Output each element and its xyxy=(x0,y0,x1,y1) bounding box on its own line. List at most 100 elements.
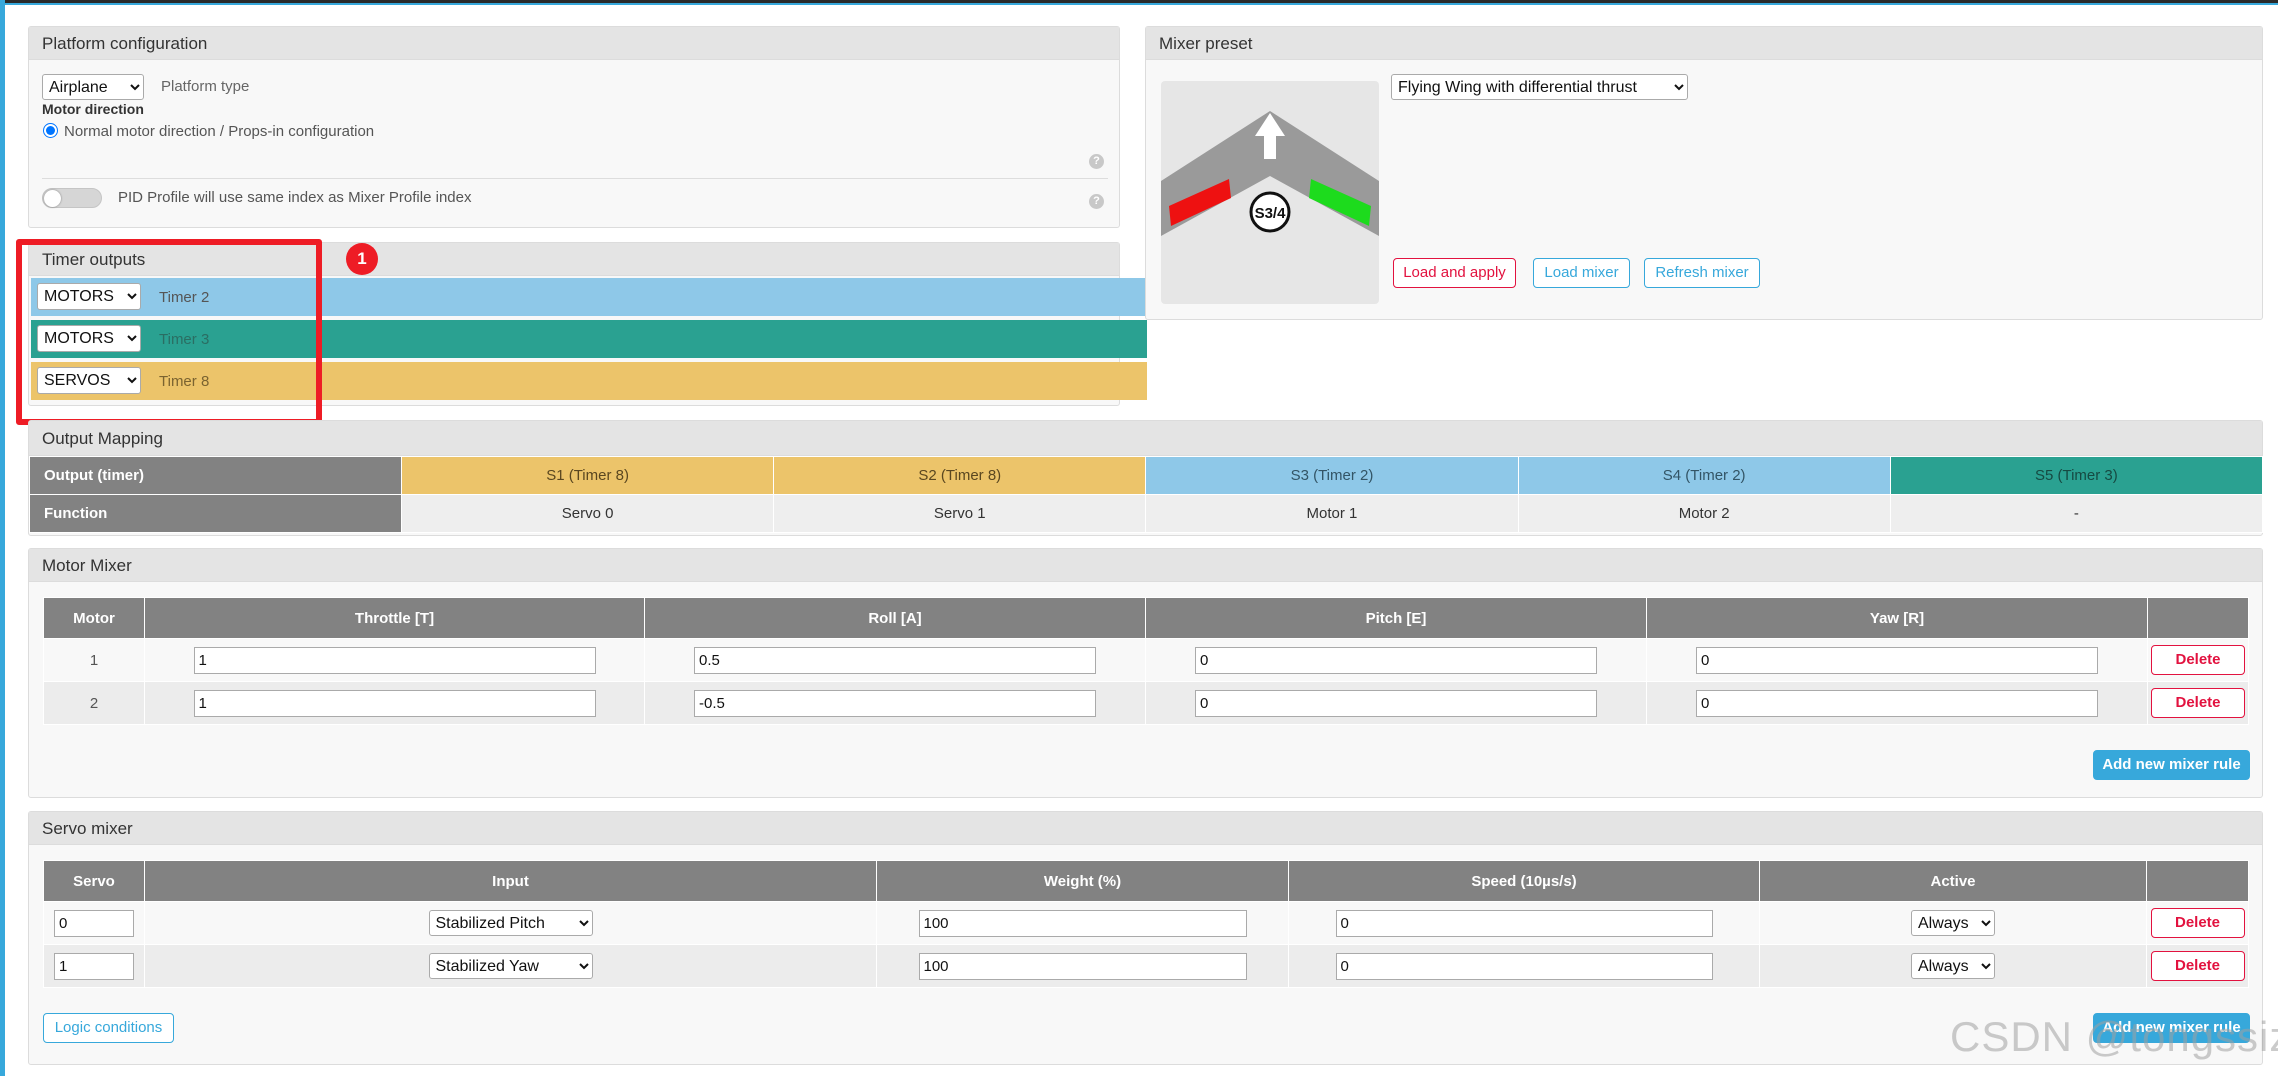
refresh-mixer-button[interactable]: Refresh mixer xyxy=(1644,258,1760,288)
col-speed: Speed (10µs/s) xyxy=(1288,860,1760,902)
col-roll: Roll [A] xyxy=(644,597,1146,639)
output-s5: S5 (Timer 3) xyxy=(1889,456,2264,495)
pitch-input[interactable] xyxy=(1195,689,1597,717)
output-mapping-table: Output (timer) S1 (Timer 8) S2 (Timer 8)… xyxy=(29,456,2264,533)
table-header-row: Servo Input Weight (%) Speed (10µs/s) Ac… xyxy=(43,860,2249,902)
help-icon[interactable]: ? xyxy=(1089,154,1104,169)
output-s3: S3 (Timer 2) xyxy=(1145,456,1519,495)
panel-title: Mixer preset xyxy=(1146,27,2262,60)
panel-title: Timer outputs xyxy=(29,243,1119,276)
watermark-text: CSDN @tongssiz xyxy=(1950,1013,2278,1060)
col-weight: Weight (%) xyxy=(876,860,1289,902)
servo-mixer-panel: Servo mixer Servo Input Weight (%) Speed… xyxy=(28,811,2263,1065)
speed-input[interactable] xyxy=(1335,909,1713,937)
motor-direction-option-label: Normal motor direction / Props-in config… xyxy=(64,123,375,140)
add-servo-mixer-rule-button[interactable]: Add new mixer rule xyxy=(2093,1013,2250,1043)
panel-title: Motor Mixer xyxy=(29,549,2262,582)
weight-input[interactable] xyxy=(918,952,1247,980)
divider xyxy=(42,178,1108,179)
function-s3: Motor 1 xyxy=(1145,494,1519,533)
roll-input[interactable] xyxy=(694,646,1096,674)
panel-title: Output Mapping xyxy=(29,421,2262,456)
table-row: Stabilized Pitch Always Delete xyxy=(43,901,2249,945)
panel-title: Servo mixer xyxy=(29,812,2262,845)
yaw-input[interactable] xyxy=(1696,689,2098,717)
delete-button[interactable]: Delete xyxy=(2151,645,2245,675)
mixer-preset-panel: Mixer preset S3/4 Flying Wing with diffe… xyxy=(1145,26,2263,320)
timer-row-timer-3: MOTORS Timer 3 xyxy=(31,320,1147,358)
help-icon[interactable]: ? xyxy=(1089,194,1104,209)
function-s2: Servo 1 xyxy=(773,494,1147,533)
mixer-preset-select[interactable]: Flying Wing with differential thrust xyxy=(1391,74,1688,100)
left-accent-bar xyxy=(0,0,5,1076)
col-throttle: Throttle [T] xyxy=(144,597,645,639)
motor-direction-label: Motor direction xyxy=(42,101,144,117)
pitch-input[interactable] xyxy=(1195,646,1597,674)
logic-conditions-button[interactable]: Logic conditions xyxy=(43,1013,174,1043)
motor-direction-radio[interactable] xyxy=(43,123,58,138)
delete-button[interactable]: Delete xyxy=(2151,688,2245,718)
motor-index: 2 xyxy=(43,681,145,725)
annotation-badge: 1 xyxy=(346,243,378,275)
function-s5: - xyxy=(1889,494,2264,533)
timer-2-label: Timer 2 xyxy=(159,289,210,306)
output-mapping-panel: Output Mapping Output (timer) S1 (Timer … xyxy=(28,420,2264,536)
yaw-input[interactable] xyxy=(1696,646,2098,674)
flying-wing-diagram: S3/4 xyxy=(1161,81,1379,304)
servo-index-input[interactable] xyxy=(54,909,134,937)
top-accent-bar xyxy=(0,0,2278,5)
col-actions xyxy=(2146,860,2249,902)
throttle-input[interactable] xyxy=(193,689,596,717)
timer-3-label: Timer 3 xyxy=(159,331,210,348)
col-actions xyxy=(2147,597,2249,639)
timer-8-label: Timer 8 xyxy=(159,373,210,390)
speed-input[interactable] xyxy=(1335,952,1713,980)
output-s1: S1 (Timer 8) xyxy=(400,456,775,495)
col-pitch: Pitch [E] xyxy=(1145,597,1647,639)
input-select[interactable]: Stabilized Pitch xyxy=(428,910,593,936)
motor-index: 1 xyxy=(43,638,145,682)
timer-2-mode-select[interactable]: MOTORS xyxy=(37,283,141,310)
table-row: Stabilized Yaw Always Delete xyxy=(43,944,2249,988)
platform-configuration-panel: Platform configuration Airplane Platform… xyxy=(28,26,1120,228)
timer-8-mode-select[interactable]: SERVOS xyxy=(37,367,141,394)
output-s2: S2 (Timer 8) xyxy=(773,456,1147,495)
timer-outputs-panel: Timer outputs MOTORS Timer 2 MOTORS Time… xyxy=(28,242,1147,406)
platform-type-label: Platform type xyxy=(161,78,250,95)
input-select[interactable]: Stabilized Yaw xyxy=(428,953,593,979)
col-input: Input xyxy=(144,860,877,902)
timer-row-timer-2: MOTORS Timer 2 xyxy=(31,278,1147,316)
function-s4: Motor 2 xyxy=(1517,494,1891,533)
table-header-row: Motor Throttle [T] Roll [A] Pitch [E] Ya… xyxy=(43,597,2249,639)
motor-mixer-panel: Motor Mixer Motor Throttle [T] Roll [A] … xyxy=(28,548,2263,798)
delete-button[interactable]: Delete xyxy=(2150,951,2245,981)
roll-input[interactable] xyxy=(694,689,1096,717)
servo-index-input[interactable] xyxy=(54,952,134,980)
pid-profile-label: PID Profile will use same index as Mixer… xyxy=(118,189,472,206)
function-row: Function Servo 0 Servo 1 Motor 1 Motor 2… xyxy=(29,494,2264,533)
timer-row-timer-8: SERVOS Timer 8 xyxy=(31,362,1147,400)
load-mixer-button[interactable]: Load mixer xyxy=(1533,258,1630,288)
throttle-input[interactable] xyxy=(193,646,596,674)
platform-type-select[interactable]: Airplane xyxy=(42,74,144,100)
active-select[interactable]: Always xyxy=(1911,910,1995,936)
delete-button[interactable]: Delete xyxy=(2150,908,2245,938)
pid-profile-toggle[interactable] xyxy=(42,188,102,208)
add-motor-mixer-rule-button[interactable]: Add new mixer rule xyxy=(2093,750,2250,780)
panel-title: Platform configuration xyxy=(29,27,1119,60)
col-motor: Motor xyxy=(43,597,145,639)
weight-input[interactable] xyxy=(918,909,1247,937)
output-row: Output (timer) S1 (Timer 8) S2 (Timer 8)… xyxy=(29,456,2264,495)
servo-mixer-table: Servo Input Weight (%) Speed (10µs/s) Ac… xyxy=(43,860,2249,988)
timer-3-mode-select[interactable]: MOTORS xyxy=(37,325,141,352)
active-select[interactable]: Always xyxy=(1911,953,1995,979)
table-row: 2 Delete xyxy=(43,681,2249,725)
col-active: Active xyxy=(1759,860,2147,902)
diagram-label: S3/4 xyxy=(1255,205,1287,222)
annotation-highlight-box xyxy=(16,239,322,425)
col-servo: Servo xyxy=(43,860,145,902)
flying-wing-icon: S3/4 xyxy=(1161,111,1379,236)
table-row: 1 Delete xyxy=(43,638,2249,682)
load-and-apply-button[interactable]: Load and apply xyxy=(1393,258,1516,288)
col-yaw: Yaw [R] xyxy=(1646,597,2148,639)
